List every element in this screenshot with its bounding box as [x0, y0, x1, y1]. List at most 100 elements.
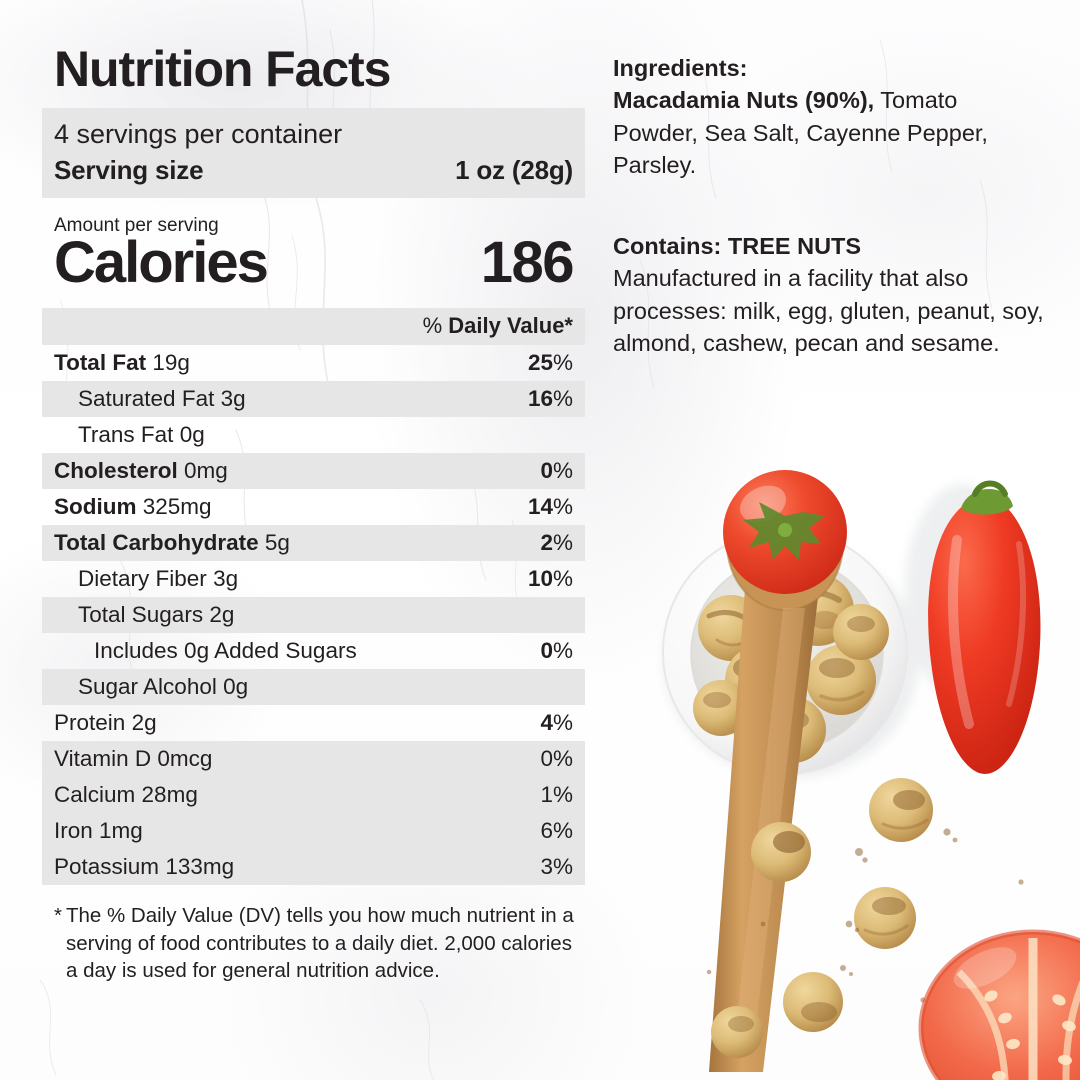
calories-row: Calories 186: [42, 232, 585, 295]
footnote-asterisk: *: [54, 904, 62, 928]
table-row: Includes 0g Added Sugars 0%: [42, 633, 585, 669]
nutrient-percent-cell: 25%: [467, 345, 585, 381]
nutrient-name: Total Carbohydrate: [54, 530, 259, 556]
nutrient-amount: 19g: [152, 350, 190, 376]
percent-symbol: %: [552, 350, 573, 376]
nutrient-name: Total Sugars: [78, 602, 204, 628]
nutrient-name: Iron: [54, 818, 93, 844]
table-row: Calcium 28mg 1%: [42, 777, 585, 814]
nutrient-amount: 133mg: [165, 854, 235, 880]
nutrient-percent-cell: 1%: [467, 777, 585, 813]
nutrient-name: Saturated Fat: [78, 386, 215, 412]
percent-symbol: %: [552, 638, 573, 664]
contains-label: Contains:: [613, 232, 722, 259]
ingredients-list: Macadamia Nuts (90%), Tomato Powder, Sea…: [613, 84, 1045, 181]
nutrient-amount: 0g: [223, 674, 249, 700]
nutrient-table: Total Fat 19g 25% Saturated Fat 3g 16% Trans…: [42, 345, 585, 886]
nutrient-percent-value: 0: [540, 746, 553, 772]
nutrient-amount: 2g: [131, 710, 157, 736]
nutrient-amount: 0g: [179, 422, 205, 448]
ingredients-panel: Ingredients: Macadamia Nuts (90%), Tomat…: [613, 52, 1045, 359]
serving-size-value: 1 oz (28g): [455, 154, 573, 185]
scattered-nuts: [711, 778, 933, 1058]
table-row: Iron 1mg 6%: [42, 813, 585, 850]
percent-symbol: %: [552, 458, 573, 484]
nutrient-percent-cell: 2%: [467, 525, 585, 561]
percent-symbol: %: [552, 530, 573, 556]
nutrient-percent-cell: 14%: [467, 489, 585, 525]
nutrient-percent-cell: 16%: [467, 381, 585, 417]
serving-info-block: 4 servings per container Serving size 1 …: [42, 108, 585, 198]
nutrient-amount: 28mg: [141, 782, 198, 808]
table-row: Total Sugars 2g: [42, 597, 585, 634]
nutrient-name: Sodium: [54, 494, 137, 520]
nutrient-name-cell: Protein 2g: [42, 705, 467, 741]
percent-symbol: %: [552, 854, 573, 880]
servings-per-container: 4 servings per container: [54, 119, 343, 149]
tomato-slice: [918, 929, 1080, 1080]
nutrient-percent-cell: 0%: [467, 453, 585, 489]
nutrient-amount: 5g: [264, 530, 290, 556]
product-photo: [613, 412, 1080, 1080]
nutrient-amount: 3g: [213, 566, 239, 592]
tomato-seeds: [984, 990, 1076, 1080]
nutrient-name-cell: Potassium 133mg: [42, 849, 467, 885]
percent-symbol: %: [552, 494, 573, 520]
nutrient-percent-value: 4: [540, 710, 553, 736]
page-title: Nutrition Facts: [54, 41, 391, 97]
nutrient-name: Includes 0g Added Sugars: [94, 638, 357, 664]
percent-symbol: %: [552, 710, 573, 736]
ingredients-heading: Ingredients:: [613, 55, 748, 81]
nutrient-percent-cell: [467, 597, 585, 633]
percent-symbol: %: [552, 746, 573, 772]
nutrient-percent-value: 3: [540, 854, 553, 880]
table-row: Cholesterol 0mg 0%: [42, 453, 585, 490]
amount-per-serving-label: Amount per serving: [54, 214, 219, 236]
nutrient-name: Cholesterol: [54, 458, 178, 484]
daily-value-footnote: * The % Daily Value (DV) tells you how m…: [42, 902, 585, 984]
nutrient-percent-cell: [467, 669, 585, 705]
daily-value-percent-symbol: %: [422, 313, 443, 339]
serving-size-label: Serving size: [54, 154, 204, 185]
nutrient-name-cell: Saturated Fat 3g: [42, 381, 467, 417]
nutrient-percent-cell: [467, 417, 585, 453]
facility-statement: Manufactured in a facility that also pro…: [613, 265, 1044, 356]
red-pepper: [928, 480, 1041, 774]
nutrient-name-cell: Trans Fat 0g: [42, 417, 467, 453]
percent-symbol: %: [552, 782, 573, 808]
nutrient-percent-value: 25: [527, 350, 553, 376]
nutrient-name-cell: Sodium 325mg: [42, 489, 467, 525]
nutrient-name: Dietary Fiber: [78, 566, 207, 592]
nutrient-percent-cell: 6%: [467, 813, 585, 849]
nutrient-percent-cell: 10%: [467, 561, 585, 597]
table-row: Total Fat 19g 25%: [42, 345, 585, 381]
nutrient-percent-cell: 3%: [467, 849, 585, 885]
nutrient-amount: 1mg: [99, 818, 143, 844]
footnote-text: The % Daily Value (DV) tells you how muc…: [65, 904, 574, 982]
calories-label: Calories: [54, 230, 269, 296]
nutrient-name-cell: Cholesterol 0mg: [42, 453, 467, 489]
nutrient-name-cell: Total Fat 19g: [42, 345, 467, 381]
table-row: Trans Fat 0g: [42, 417, 585, 453]
calories-value: 186: [480, 230, 575, 296]
contains-value: TREE NUTS: [727, 232, 862, 259]
nutrient-name: Total Fat: [54, 350, 147, 376]
nutrient-name-cell: Vitamin D 0mcg: [42, 741, 467, 777]
nutrient-amount: 2g: [209, 602, 235, 628]
nutrient-percent-value: 0: [540, 458, 553, 484]
nutrient-amount: 0mg: [184, 458, 228, 484]
daily-value-header-text: Daily Value*: [448, 313, 573, 339]
percent-symbol: %: [552, 386, 573, 412]
nutrient-amount: 0mcg: [157, 746, 213, 772]
table-row: Sugar Alcohol 0g: [42, 669, 585, 706]
table-row: Saturated Fat 3g 16%: [42, 381, 585, 418]
table-row: Total Carbohydrate 5g 2%: [42, 525, 585, 562]
daily-value-header: % Daily Value*: [42, 308, 585, 346]
nutrient-name: Calcium: [54, 782, 136, 808]
nutrient-name: Vitamin D: [54, 746, 152, 772]
nutrient-amount: 3g: [220, 386, 246, 412]
nutrient-name: Trans Fat: [78, 422, 174, 448]
nutrient-percent-cell: 0%: [467, 741, 585, 777]
allergen-block: Contains: TREE NUTS Manufactured in a fa…: [613, 230, 1045, 360]
